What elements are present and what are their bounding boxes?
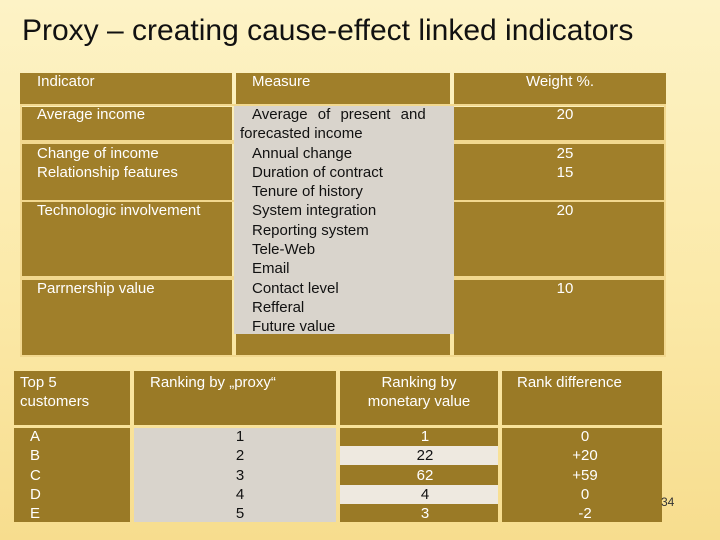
monetary-rank-item: 62	[416, 466, 434, 484]
monetary-rank-item: 22	[416, 447, 434, 465]
weight-item: 10	[556, 279, 574, 297]
measure-item: Average of present and	[252, 106, 426, 123]
difference-column-bg	[502, 428, 662, 522]
indicator-item	[37, 241, 233, 260]
monetary-column-bg	[340, 428, 498, 522]
rank-difference-item: 0	[580, 428, 590, 445]
weight-item	[520, 299, 610, 318]
measure-item: Contact level	[252, 279, 339, 297]
measure-item: Tele-Web	[252, 241, 316, 259]
indicator-item	[37, 260, 233, 279]
proxy-rank-item: 2	[235, 447, 245, 465]
header-top5: Top 5 customers	[14, 371, 130, 425]
indicator-item: Average income	[37, 106, 146, 123]
indicator-item: Change of income	[37, 144, 159, 162]
indicator-item	[37, 183, 233, 202]
indicator-list: Average income Change of income Relation…	[37, 106, 233, 338]
proxy-rank-list: 1 2 3 4 5	[205, 428, 275, 524]
indicator-item: Technologic involvement	[37, 202, 201, 220]
weight-item	[520, 222, 610, 241]
indicator-item: Relationship features	[37, 163, 178, 181]
customer-list: A B C D E	[30, 428, 90, 524]
header-proxy-rank: Ranking by „proxy“	[134, 371, 336, 425]
measure-item: Email	[252, 260, 290, 278]
indicator-item: Parrnership value	[37, 279, 155, 297]
monetary-rank-list: 1 22 62 4 3	[390, 428, 460, 524]
monetary-highlight-row	[340, 485, 498, 504]
indicator-item	[37, 318, 233, 337]
customer-item: E	[30, 505, 41, 523]
monetary-highlight-row	[340, 446, 498, 465]
measure-item: Reporting system	[252, 221, 369, 239]
weight-item: 20	[556, 106, 574, 123]
customer-item: A	[30, 428, 41, 445]
proxy-column-bg	[134, 428, 336, 522]
monetary-rank-item: 3	[420, 505, 430, 523]
indicator-column-bg	[20, 107, 232, 357]
rank-difference-item: +20	[572, 447, 598, 465]
measure-item: System integration	[252, 202, 377, 220]
proxy-rank-item: 4	[235, 485, 245, 503]
indicator-item	[37, 125, 233, 144]
weight-item: 20	[556, 202, 574, 220]
weight-item	[520, 183, 610, 202]
rank-difference-list: 0 +20 +59 0 -2	[550, 428, 620, 524]
customer-item: B	[30, 447, 41, 465]
header-monetary-rank: Ranking by monetary value	[340, 371, 498, 425]
measure-highlight	[234, 106, 454, 334]
weight-column-bg	[454, 107, 666, 357]
customer-item: C	[30, 466, 41, 484]
page-number: 34	[661, 495, 675, 509]
rank-difference-item: -2	[578, 505, 592, 523]
proxy-rank-item: 1	[235, 428, 245, 445]
slide-title: Proxy – creating cause-effect linked ind…	[22, 14, 634, 47]
measure-item: Refferal	[252, 298, 305, 316]
indicator-item	[37, 299, 233, 318]
weight-item: 25	[556, 144, 574, 162]
header-measure: Measure	[236, 73, 450, 104]
weight-item	[520, 125, 610, 144]
measure-item: forecasted income	[240, 125, 363, 143]
weight-item	[520, 318, 610, 337]
proxy-rank-item: 3	[235, 466, 245, 484]
measure-item: Tenure of history	[252, 183, 363, 201]
customer-item: D	[30, 485, 41, 503]
indicator-item	[37, 222, 233, 241]
measure-item: Future value	[252, 318, 336, 336]
rank-difference-item: 0	[580, 485, 590, 503]
monetary-rank-item: 4	[420, 485, 430, 503]
monetary-rank-item: 1	[420, 428, 430, 445]
measure-item: Duration of contract	[252, 163, 383, 181]
weight-list: 20 25 15 20 10	[520, 106, 610, 338]
measure-list: Average of present and forecasted income…	[240, 106, 446, 338]
customer-column-bg	[14, 428, 130, 522]
header-rank-difference: Rank difference	[502, 371, 662, 425]
measure-item: Annual change	[252, 144, 353, 162]
proxy-rank-item: 5	[235, 505, 245, 523]
weight-item	[520, 241, 610, 260]
weight-item: 15	[556, 163, 574, 181]
header-weight: Weight %.	[454, 73, 666, 104]
header-indicator: Indicator	[20, 73, 232, 104]
rank-difference-item: +59	[572, 466, 598, 484]
weight-item	[520, 260, 610, 279]
